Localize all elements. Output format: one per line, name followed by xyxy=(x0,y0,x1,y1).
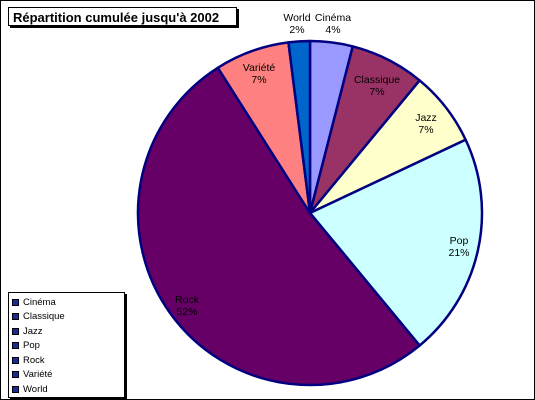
legend-label: Variété xyxy=(23,369,53,381)
legend-swatch xyxy=(12,342,19,350)
legend-label: Jazz xyxy=(23,325,43,337)
legend-label: Rock xyxy=(23,354,45,366)
legend-swatch xyxy=(12,327,19,335)
legend-item-world: World xyxy=(12,382,124,397)
slice-label-percent: 52% xyxy=(176,306,197,318)
slice-label-name: Cinéma xyxy=(315,12,351,24)
legend-item-cinema: Cinéma xyxy=(12,295,124,310)
slice-label-name: World xyxy=(283,12,310,24)
legend-label: Pop xyxy=(23,340,40,352)
pie-slice-rock xyxy=(136,66,421,387)
slice-label-name: Classique xyxy=(354,74,400,86)
legend-swatch xyxy=(12,371,19,379)
chart-title: Répartition cumulée jusqu'à 2002 xyxy=(8,7,237,26)
slice-label-percent: 7% xyxy=(251,74,266,86)
legend-swatch xyxy=(12,385,19,393)
legend-label: Cinéma xyxy=(23,296,56,308)
slice-label-percent: 2% xyxy=(289,24,304,36)
legend-item-jazz: Jazz xyxy=(12,324,124,339)
slice-label-name: Variété xyxy=(243,62,276,74)
legend-item-pop: Pop xyxy=(12,339,124,354)
slice-label-percent: 21% xyxy=(448,247,469,259)
slice-label-percent: 7% xyxy=(418,124,433,136)
slice-label-name: Rock xyxy=(175,294,200,306)
legend-item-variete: Variété xyxy=(12,368,124,383)
legend-item-classique: Classique xyxy=(12,310,124,325)
slice-label-percent: 4% xyxy=(325,24,340,36)
slice-label-name: Jazz xyxy=(415,112,437,124)
legend-item-rock: Rock xyxy=(12,353,124,368)
legend-swatch xyxy=(12,298,19,306)
legend-label: World xyxy=(23,383,48,395)
slice-label-percent: 7% xyxy=(369,86,384,98)
pie-slice-pop xyxy=(308,138,484,347)
legend: Cinéma Classique Jazz Pop Rock Variété W… xyxy=(8,292,125,398)
legend-swatch xyxy=(12,313,19,321)
pie-slice-world xyxy=(287,39,312,215)
legend-swatch xyxy=(12,356,19,364)
slice-label-name: Pop xyxy=(450,235,469,247)
legend-label: Classique xyxy=(23,311,65,323)
